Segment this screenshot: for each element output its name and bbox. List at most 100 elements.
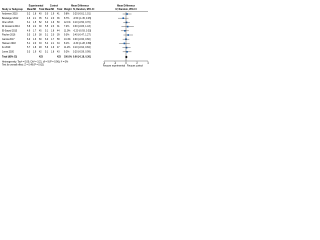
cell: -0.20 [-0.93, 0.53]: [73, 30, 91, 32]
cell: 5.0: [45, 14, 49, 16]
cell: 5.8: [27, 26, 31, 28]
cell: 5.3: [27, 51, 31, 53]
cell: 0.00 [-0.60, 0.60]: [73, 39, 91, 41]
effect-square: [124, 30, 126, 32]
heterogeneity: Heterogeneity: Tau² = 0.00; Chi² = 3.21,…: [2, 61, 68, 64]
column-header: Weight: [64, 8, 72, 11]
cell: 5.1: [45, 35, 49, 37]
total-cell: 100.0%: [64, 57, 72, 59]
cell: 4.6: [27, 18, 31, 20]
cell: Chen 2013: [2, 22, 14, 24]
cell: 1.9: [33, 51, 37, 53]
cell: 1.5: [33, 22, 37, 24]
cell: 44: [57, 30, 60, 32]
cell: 1.9: [51, 14, 55, 16]
cell: 1.9: [51, 47, 55, 49]
cell: 1.6: [51, 22, 55, 24]
effect-square: [122, 17, 125, 19]
column-header: IV, Random, 95% CI: [73, 9, 95, 11]
cell: 38: [39, 35, 42, 37]
column-header: SD: [51, 9, 55, 11]
effect-square: [126, 13, 128, 15]
cell: 5.6: [45, 47, 49, 49]
total-cell: Total (95% CI): [2, 56, 17, 59]
cell: 35: [39, 18, 42, 20]
cell: 1.7: [33, 30, 37, 32]
cell: 9.3%: [64, 35, 69, 37]
overall-effect: Test for overall effect: Z = 0.49 (P = 0…: [2, 64, 44, 67]
effect-square: [127, 34, 129, 36]
cell: 60: [39, 39, 42, 41]
cell: 13.4%: [64, 39, 71, 41]
cell: 5.1: [45, 18, 49, 20]
cell: 5.5: [27, 35, 31, 37]
cell: -0.50 [-1.45, 0.45]: [73, 18, 91, 20]
cell: Di Giovanni 2014: [2, 26, 20, 28]
column-header: SD: [33, 9, 37, 11]
cell: 2.0: [51, 18, 55, 20]
column-header: Total: [57, 8, 63, 11]
cell: 5.4: [45, 43, 49, 45]
x-tick-label: -4: [103, 63, 106, 65]
x-label-left: Favours experimental: [103, 65, 126, 68]
cell: 36: [57, 18, 60, 20]
background: [0, 0, 149, 80]
cell: 50: [57, 22, 60, 24]
column-header: Study or Subgroup: [2, 8, 23, 11]
cell: 11.0%: [64, 30, 70, 32]
cell: Fischer 2016: [2, 34, 16, 37]
cell: 2.1: [33, 18, 37, 20]
cell: Andersen 2010: [2, 13, 18, 16]
cell: 5.1: [45, 51, 49, 53]
cell: 4.9: [27, 30, 31, 32]
cell: 12.1%: [64, 22, 71, 24]
group-header: Control: [50, 5, 59, 8]
summary-diamond: [125, 55, 128, 59]
effect-square: [125, 46, 128, 49]
effect-square: [126, 51, 128, 53]
cell: 6.1: [27, 22, 31, 24]
column-header: Mean: [27, 9, 33, 11]
cell: 1.8: [51, 51, 55, 53]
cell: 1.8: [33, 47, 37, 49]
cell: 2.2: [33, 26, 37, 28]
cell: Hansen 2018: [2, 43, 16, 45]
cell: 1.7: [51, 39, 55, 41]
cell: 9.8%: [64, 14, 69, 16]
cell: 1.8: [51, 30, 55, 32]
cell: 41: [57, 14, 60, 16]
group-header: Mean Difference: [117, 6, 135, 8]
cell: 48: [39, 47, 42, 49]
cell: 2.0: [51, 35, 55, 37]
cell: 1.6: [33, 39, 37, 41]
x-label-right: Favours control: [127, 65, 143, 68]
cell: Ito 2019: [2, 46, 11, 49]
cell: 2.0: [33, 43, 37, 45]
cell: 43: [57, 51, 60, 53]
cell: 58: [57, 39, 60, 41]
cell: 0.30 [-0.83, 1.43]: [73, 26, 91, 28]
cell: 8.1%: [64, 43, 69, 45]
cell: 0.20 [-0.61, 1.01]: [73, 14, 91, 16]
cell: 8.7%: [64, 18, 69, 20]
cell: 39: [57, 35, 60, 37]
cell: 47: [57, 47, 60, 49]
cell: El-Sayed 2015: [2, 30, 18, 32]
cell: 2.3: [51, 26, 55, 28]
cell: Jones 2020: [2, 51, 15, 53]
cell: 0.20 [-0.59, 0.99]: [73, 51, 91, 53]
effect-square: [126, 25, 129, 28]
cell: 30: [39, 26, 42, 28]
x-tick-label: 0: [125, 63, 127, 65]
cell: 45: [39, 30, 42, 32]
cell: 5.1: [27, 43, 31, 45]
cell: 11.2%: [64, 47, 70, 49]
cell: 0.10 [-0.64, 0.84]: [73, 47, 91, 49]
forest-plot: Experimental Control Mean Difference Mean D…: [0, 0, 149, 80]
cell: 5.2: [27, 14, 31, 16]
cell: 7.2%: [64, 26, 69, 28]
cell: 52: [39, 22, 42, 24]
cell: 33: [39, 43, 42, 45]
total-cell: 423: [57, 56, 62, 59]
cell: 34: [57, 43, 60, 45]
